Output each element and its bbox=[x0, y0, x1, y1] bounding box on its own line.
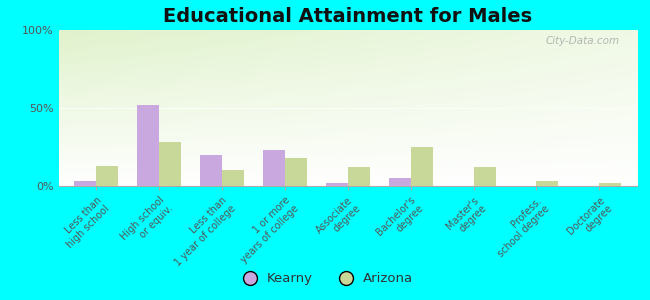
Bar bbox=[389, 178, 411, 186]
Bar bbox=[326, 183, 348, 186]
Bar bbox=[285, 158, 307, 186]
Title: Educational Attainment for Males: Educational Attainment for Males bbox=[163, 7, 532, 26]
Bar bbox=[137, 105, 159, 186]
Bar bbox=[96, 166, 118, 186]
Bar bbox=[263, 150, 285, 186]
Bar bbox=[159, 142, 181, 186]
Bar bbox=[200, 155, 222, 186]
Bar bbox=[411, 147, 433, 186]
Text: City-Data.com: City-Data.com bbox=[545, 36, 619, 46]
Bar bbox=[599, 183, 621, 186]
Bar bbox=[348, 167, 370, 186]
Legend: Kearny, Arizona: Kearny, Arizona bbox=[231, 267, 419, 290]
Bar bbox=[222, 170, 244, 186]
Bar bbox=[473, 167, 495, 186]
Bar bbox=[536, 181, 558, 186]
Bar bbox=[74, 181, 96, 186]
